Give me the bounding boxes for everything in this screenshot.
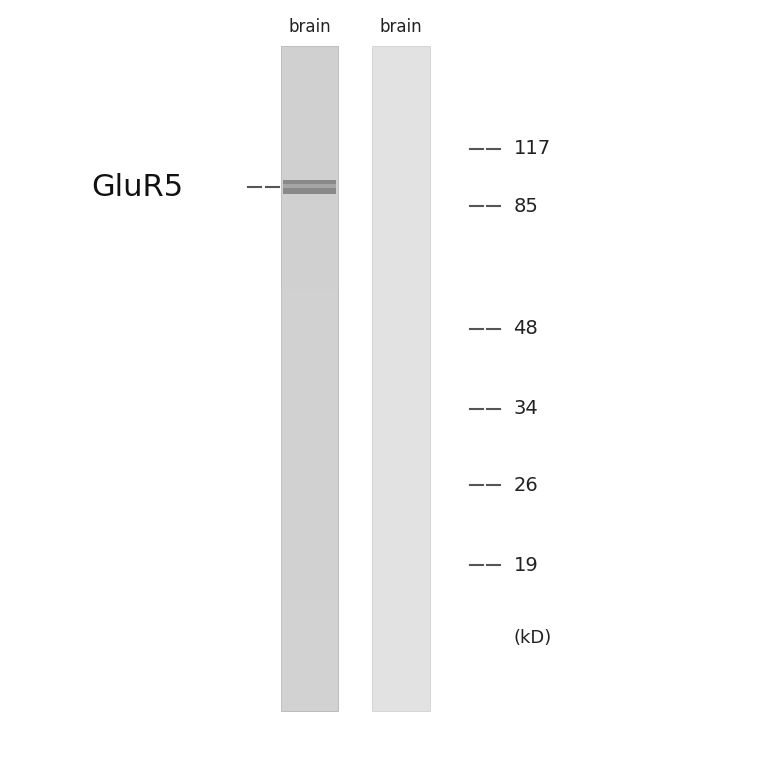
Bar: [281, 489, 338, 511]
Bar: [283, 180, 336, 194]
Bar: [281, 688, 338, 711]
Text: 48: 48: [513, 319, 538, 338]
Bar: [281, 445, 338, 467]
Bar: [281, 46, 338, 68]
Bar: [281, 245, 338, 267]
Bar: [281, 46, 338, 711]
Text: 117: 117: [513, 140, 551, 158]
Bar: [281, 422, 338, 445]
Text: GluR5: GluR5: [91, 173, 183, 202]
Bar: [281, 201, 338, 223]
Text: 19: 19: [513, 556, 538, 575]
Bar: [281, 157, 338, 179]
Bar: [281, 223, 338, 245]
Bar: [281, 467, 338, 489]
Text: 34: 34: [513, 400, 538, 418]
Text: brain: brain: [380, 18, 422, 36]
Bar: [281, 356, 338, 378]
Bar: [281, 112, 338, 134]
Text: 26: 26: [513, 476, 538, 494]
Bar: [281, 179, 338, 201]
Bar: [281, 290, 338, 312]
Bar: [281, 134, 338, 157]
Bar: [281, 578, 338, 600]
Bar: [281, 378, 338, 400]
Bar: [281, 622, 338, 644]
Bar: [281, 334, 338, 356]
Bar: [281, 511, 338, 533]
Bar: [281, 644, 338, 666]
Bar: [281, 555, 338, 578]
Bar: [373, 46, 429, 711]
Text: brain: brain: [288, 18, 331, 36]
Bar: [281, 90, 338, 112]
Bar: [281, 400, 338, 422]
Bar: [281, 68, 338, 90]
Text: (kD): (kD): [513, 629, 552, 647]
Bar: [281, 267, 338, 290]
Bar: [283, 184, 336, 188]
Bar: [281, 312, 338, 334]
Bar: [281, 666, 338, 688]
Text: 85: 85: [513, 197, 539, 215]
Bar: [281, 600, 338, 622]
Bar: [281, 533, 338, 555]
